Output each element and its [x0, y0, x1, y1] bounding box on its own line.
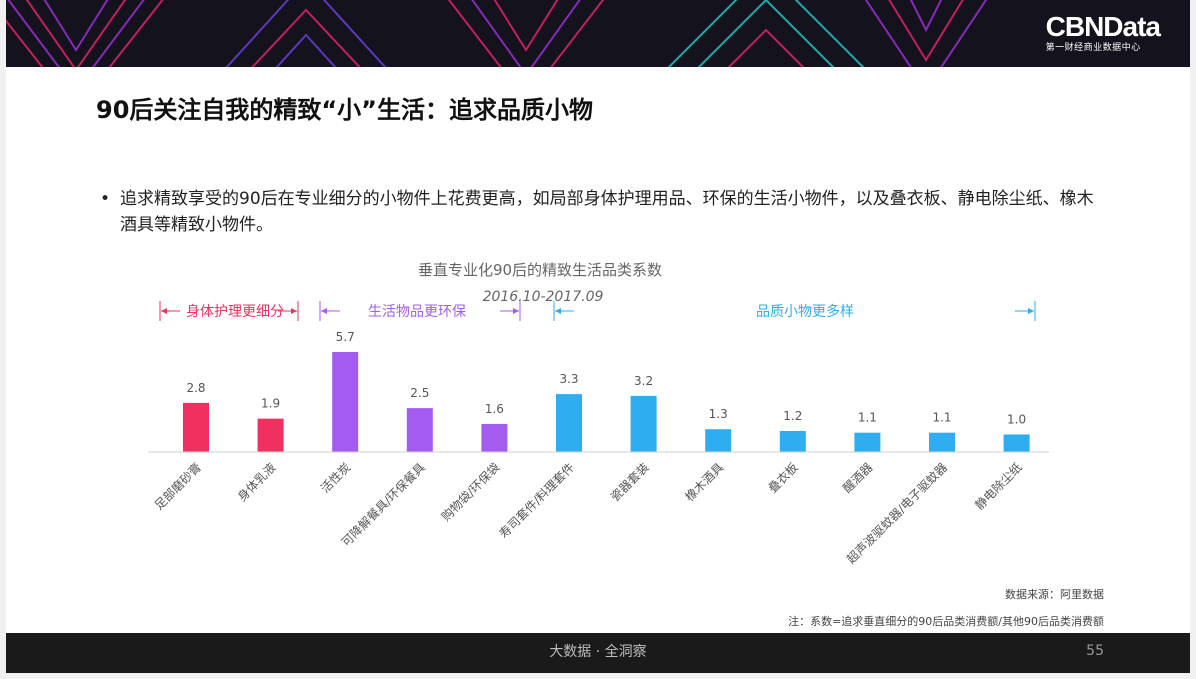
bar — [929, 432, 955, 452]
brand-logo: CBNData 第一财经商业数据中心 — [1045, 11, 1161, 54]
bullet-dot: • — [100, 189, 111, 209]
bar-value-label: 3.3 — [559, 372, 578, 386]
bar-value-label: 1.3 — [709, 407, 728, 421]
bar-value-label: 5.7 — [336, 330, 355, 344]
page-number: 55 — [1086, 643, 1104, 659]
category-label: 瓷器套装 — [608, 460, 652, 504]
chart-subtitle: 2016.10-2017.09 — [483, 289, 604, 305]
bar — [556, 394, 582, 452]
bar — [481, 423, 508, 452]
brand-name: CBNData — [1045, 11, 1161, 42]
bar-chart: 垂直专业化90后的精致生活品类系数 2016.10-2017.09 身体护理更细… — [148, 261, 1049, 567]
group-arrowhead-left — [161, 308, 167, 314]
category-label: 醒酒器 — [840, 460, 875, 495]
footer-bar: 大数据 · 全洞察 55 — [6, 633, 1190, 673]
bar — [183, 402, 209, 452]
bar-value-label: 1.1 — [858, 411, 877, 425]
group-brackets: 身体护理更细分 生活物品更环保 品质小物更多样 — [159, 301, 1036, 321]
formula-note: 注：系数=追求垂直细分的90后品类消费额/其他90后品类消费额 — [788, 615, 1104, 628]
bullet-text: 追求精致享受的90后在专业细分的小物件上花费更高，如局部身体护理用品、环保的生活… — [120, 189, 1094, 235]
group-label: 生活物品更环保 — [368, 304, 466, 320]
category-label: 活性炭 — [318, 460, 353, 495]
group-arrowhead-right — [513, 308, 519, 314]
bar-value-label: 2.8 — [186, 381, 205, 395]
category-label: 橡木酒具 — [682, 460, 726, 504]
bar — [406, 408, 433, 452]
bar — [779, 430, 806, 452]
category-label: 寿司套件/料理套件 — [496, 460, 577, 541]
group-arrowhead-left — [555, 308, 561, 314]
category-label: 叠衣板 — [765, 460, 801, 496]
group-label: 身体护理更细分 — [186, 304, 284, 320]
bar-value-label: 1.0 — [1007, 412, 1026, 426]
page-title: 90后关注自我的精致“小”生活：追求品质小物 — [96, 96, 593, 124]
group-arrowhead-left — [321, 308, 327, 314]
group-arrowhead-right — [291, 308, 297, 314]
source-note: 数据来源：阿里数据 — [1005, 588, 1104, 601]
brand-subtitle: 第一财经商业数据中心 — [1045, 43, 1141, 53]
bars: 2.8 1.9 5.7 2.5 1.6 3.3 3.2 1.3 1.2 1.1 1.1 1.0 — [183, 330, 1030, 452]
bar-value-label: 1.1 — [932, 411, 951, 425]
bar-value-label: 1.6 — [485, 402, 504, 416]
category-label: 静电除尘纸 — [972, 460, 1025, 513]
slide: CBNData 第一财经商业数据中心 90后关注自我的精致“小”生活：追求品质小… — [6, 0, 1190, 673]
group-label: 品质小物更多样 — [756, 303, 854, 320]
bar — [1003, 434, 1030, 452]
bar — [257, 418, 284, 452]
footer-tagline: 大数据 · 全洞察 — [549, 644, 647, 660]
bar — [332, 352, 359, 452]
category-label: 身体乳液 — [234, 460, 279, 505]
header-banner: CBNData 第一财经商业数据中心 — [6, 0, 1190, 67]
bar-value-label: 3.2 — [634, 374, 653, 388]
category-label: 可降解餐具/环保餐具 — [338, 460, 428, 550]
bar-value-label: 2.5 — [410, 386, 429, 400]
category-label: 购物袋/环保袋 — [438, 460, 502, 524]
bar — [705, 429, 732, 452]
chart-title: 垂直专业化90后的精致生活品类系数 — [418, 261, 662, 279]
bar — [630, 395, 657, 452]
bar-value-label: 1.2 — [783, 409, 802, 423]
decorative-triangles — [6, 0, 988, 67]
category-label: 足部磨砂膏 — [151, 460, 204, 513]
bullet-point: • 追求精致享受的90后在专业细分的小物件上花费更高，如局部身体护理用品、环保的… — [100, 186, 1100, 238]
group-arrowhead-right — [1028, 308, 1034, 314]
bar-value-label: 1.9 — [261, 397, 280, 411]
bar — [854, 432, 881, 452]
